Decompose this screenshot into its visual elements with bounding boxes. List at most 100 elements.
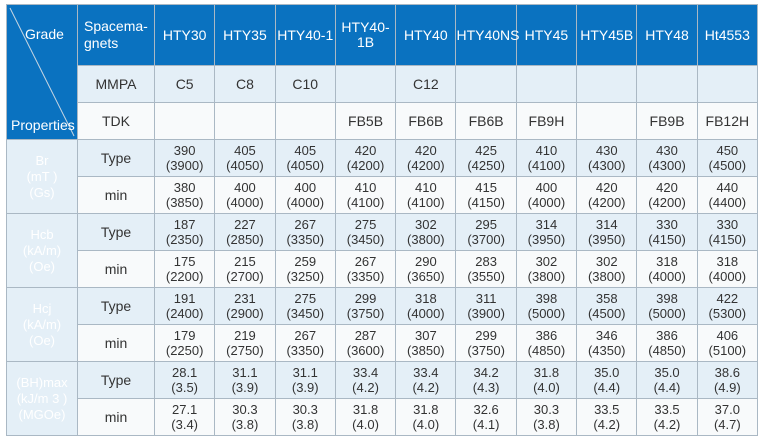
value-kind-label: min xyxy=(77,324,155,362)
cgs-value: (3550) xyxy=(467,269,505,284)
cgs-value: (3850) xyxy=(165,195,204,210)
value-cell: 318 (4000) xyxy=(636,250,698,288)
si-value: 380 xyxy=(173,180,196,195)
value-cell: 430 (4300) xyxy=(636,139,698,177)
si-value: 31.8 xyxy=(352,402,379,417)
value-kind-label: Type xyxy=(77,287,155,325)
value-cell: 314 (3950) xyxy=(515,213,578,251)
cgs-value: (4.0) xyxy=(352,417,379,432)
cgs-value: (4000) xyxy=(286,195,325,210)
equivalent-cell xyxy=(636,65,698,103)
cgs-value: (4.0) xyxy=(412,417,440,432)
value-cell: 422 (5300) xyxy=(696,287,758,325)
si-value: 295 xyxy=(475,217,497,232)
value-cell: 398 (5000) xyxy=(515,287,578,325)
cgs-value: (4500) xyxy=(587,306,626,321)
value-cell: 215 (2700) xyxy=(214,250,276,288)
cgs-value: (4.4) xyxy=(653,380,681,395)
value-cell: 302 (3800) xyxy=(576,250,638,288)
equivalent-cell: FB12H xyxy=(696,102,758,140)
cgs-value: (4200) xyxy=(587,195,626,210)
si-value: 227 xyxy=(234,217,256,232)
si-value: 398 xyxy=(535,291,558,306)
table-row: (BH)max (kJ/m 3 ) (MGOe) Type 28.1 (3.5) 31.1(… xyxy=(6,361,758,436)
property-name-line: (kA/m) xyxy=(22,316,62,332)
cgs-value: (4150) xyxy=(708,232,747,247)
value-cell: 420 (4200) xyxy=(576,176,638,214)
si-value: 358 xyxy=(595,291,618,306)
si-value: 299 xyxy=(354,291,377,306)
equivalent-cell: C10 xyxy=(274,65,336,103)
si-value: 267 xyxy=(294,328,317,343)
value-cell: 33.4 (4.2) xyxy=(395,361,457,399)
value-cell: 405 (4050) xyxy=(214,139,276,177)
value-cell: 31.8 (4.0) xyxy=(395,398,457,436)
si-value: 30.3 xyxy=(533,402,560,417)
value-cell: 283 (3550) xyxy=(455,250,517,288)
si-value: 187 xyxy=(173,217,196,232)
cgs-value: (4.2) xyxy=(653,417,681,432)
cgs-value: (3800) xyxy=(527,269,566,284)
equivalent-cell xyxy=(334,65,397,103)
cgs-value: (4050) xyxy=(286,158,325,173)
property-name-cell: Hcb (kA/m) (Oe) xyxy=(6,213,78,288)
property-name-line: (Oe) xyxy=(29,332,55,348)
property-name-line: (mT ) xyxy=(26,168,58,184)
equivalent-label: TDK xyxy=(77,102,155,140)
table-row: min 175 (2200) 215 (2700) 259 (3250) 267 (3350) 2… xyxy=(7,250,758,288)
si-value: 405 xyxy=(234,143,256,158)
value-cell: 400 (4000) xyxy=(274,176,336,214)
value-cell: 410 (4100) xyxy=(334,176,397,214)
value-cell: 318 (4000) xyxy=(395,287,457,325)
value-cell: 400 (4000) xyxy=(515,176,578,214)
property-name-line: Br xyxy=(35,152,49,168)
cgs-value: (4350) xyxy=(587,343,626,358)
cgs-value: (4.0) xyxy=(533,380,560,395)
cgs-value: (3.8) xyxy=(533,417,560,432)
grade-header-hty40-1b: HTY40-1B xyxy=(334,4,397,66)
brand-header: Spacema-gnets xyxy=(77,4,155,66)
si-value: 415 xyxy=(475,180,497,195)
value-cell: 386 (4850) xyxy=(515,324,578,362)
cgs-value: (3800) xyxy=(587,269,626,284)
cgs-value: (3900) xyxy=(467,306,505,321)
si-value: 259 xyxy=(294,254,317,269)
value-cell: 227 (2850) xyxy=(214,213,276,251)
cgs-value: (3450) xyxy=(286,306,325,321)
cgs-value: (5100) xyxy=(708,343,747,358)
si-value: 33.4 xyxy=(352,365,379,380)
equivalent-cell: C5 xyxy=(153,65,216,103)
cgs-value: (3450) xyxy=(346,232,385,247)
cgs-value: (4000) xyxy=(527,195,566,210)
magnet-grade-table: Grade Properties Spacema-gnets HTY30 HTY3… xyxy=(6,4,758,436)
value-cell: 32.6 (4.1) xyxy=(455,398,517,436)
value-cell: 37.0 (4.7) xyxy=(696,398,758,436)
equivalent-cell xyxy=(455,65,517,103)
cgs-value: (2250) xyxy=(165,343,204,358)
si-value: 314 xyxy=(595,217,618,232)
si-value: 231 xyxy=(234,291,256,306)
corner-header-cell: Grade Properties xyxy=(6,4,78,140)
si-value: 302 xyxy=(595,254,618,269)
equivalent-row-mmpa: MMPA C5 C8 C10 C12 xyxy=(7,65,758,103)
value-cell: 430 (4300) xyxy=(576,139,638,177)
si-value: 267 xyxy=(354,254,377,269)
cgs-value: (3.5) xyxy=(171,380,199,395)
value-cell: 187 (2350) xyxy=(153,213,216,251)
si-value: 35.0 xyxy=(654,365,680,380)
si-value: 33.5 xyxy=(594,402,620,417)
grade-header-hty45: HTY45 xyxy=(515,4,578,66)
cgs-value: (4300) xyxy=(587,158,626,173)
si-value: 287 xyxy=(354,328,377,343)
cgs-value: (4.3) xyxy=(472,380,500,395)
grade-header-ht4553: Ht4553 xyxy=(696,4,758,66)
value-cell: 450 (4500) xyxy=(696,139,758,177)
cgs-value: (4.9) xyxy=(713,380,741,395)
value-cell: 425 (4250) xyxy=(455,139,517,177)
value-cell: 35.0 (4.4) xyxy=(636,361,698,399)
cgs-value: (4200) xyxy=(346,158,385,173)
si-value: 450 xyxy=(716,143,739,158)
si-value: 179 xyxy=(173,328,196,343)
cgs-value: (4850) xyxy=(527,343,566,358)
si-value: 275 xyxy=(294,291,317,306)
